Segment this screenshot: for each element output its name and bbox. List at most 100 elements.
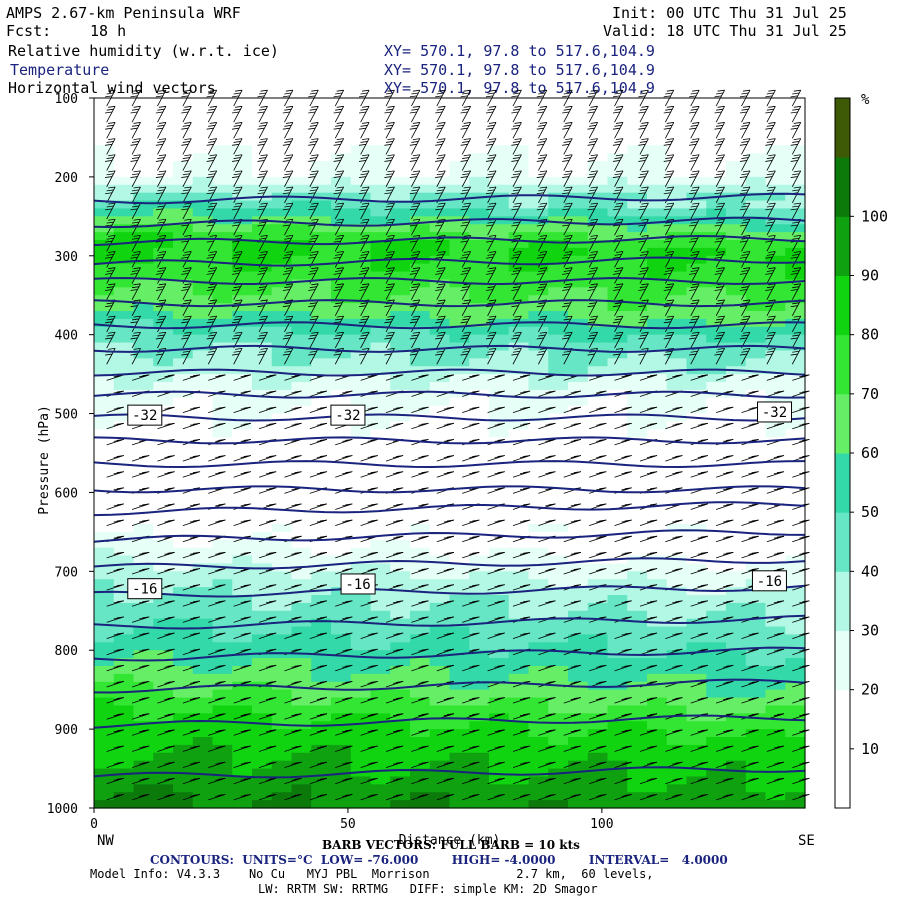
rh-cell	[192, 200, 214, 210]
rh-cell	[706, 421, 727, 430]
rh-cell	[745, 658, 767, 667]
wind-barb	[360, 551, 378, 559]
wind-barb	[157, 471, 175, 478]
rh-cell	[311, 626, 332, 636]
rh-cell	[449, 311, 470, 320]
wind-barb	[106, 616, 124, 623]
rh-cell	[726, 184, 747, 194]
rh-cell	[311, 247, 332, 257]
rh-cell	[271, 713, 293, 722]
wind-barb	[411, 648, 429, 656]
rh-cell	[627, 176, 648, 186]
rh-cell	[469, 287, 490, 296]
rh-cell	[370, 784, 391, 793]
rh-cell	[489, 358, 510, 367]
rh-cell	[232, 200, 253, 210]
rh-cell	[686, 303, 707, 312]
rh-cell	[271, 768, 293, 778]
wind-barb	[690, 793, 708, 801]
wind-barb	[462, 729, 480, 736]
rh-cell	[113, 539, 135, 549]
rh-cell	[706, 618, 727, 628]
rh-cell	[726, 737, 747, 746]
rh-cell	[390, 658, 411, 667]
rh-cell	[607, 263, 628, 273]
rh-cell	[291, 287, 312, 296]
rh-cell	[568, 460, 589, 470]
wind-barb	[589, 568, 607, 575]
wind-barb	[512, 390, 531, 397]
rh-cell	[706, 374, 727, 383]
wind-barb	[765, 235, 776, 252]
rh-cell	[311, 342, 332, 352]
wind-barb	[131, 600, 150, 607]
wind-barb	[358, 122, 370, 139]
rh-cell	[666, 240, 688, 249]
wind-barb	[409, 315, 421, 333]
rh-cell	[133, 673, 154, 683]
rh-cell	[410, 279, 431, 288]
rh-cell	[133, 224, 154, 233]
rh-cell	[785, 445, 806, 454]
wind-barb	[358, 138, 370, 155]
rh-cell	[94, 547, 115, 557]
rh-cell	[232, 121, 253, 131]
wind-barb	[282, 105, 294, 123]
rh-cell	[94, 634, 115, 643]
rh-cell	[291, 429, 312, 438]
wind-barb	[462, 697, 480, 704]
rh-cell	[350, 224, 372, 233]
rh-cell	[232, 113, 253, 123]
rh-cell	[133, 208, 154, 217]
rh-cell	[607, 326, 628, 336]
rh-cell	[686, 287, 707, 296]
wind-barb	[716, 600, 734, 607]
rh-cell	[548, 563, 569, 572]
rh-cell	[232, 295, 253, 304]
rh-cell	[686, 563, 707, 572]
wind-barb	[233, 697, 251, 704]
rh-cell	[528, 713, 549, 722]
rh-cell	[291, 508, 312, 517]
rh-cell	[133, 650, 154, 659]
rh-cell	[785, 453, 806, 462]
rh-cell	[133, 374, 154, 383]
rh-cell	[350, 137, 372, 146]
rh-cell	[666, 287, 688, 296]
rh-cell	[331, 666, 352, 675]
rh-cell	[291, 421, 312, 430]
rh-cell	[212, 642, 233, 651]
rh-cell	[350, 531, 372, 541]
rh-cell	[212, 374, 233, 383]
wind-barb	[538, 438, 556, 446]
rh-cell	[489, 98, 510, 107]
rh-cell	[390, 208, 411, 217]
rh-cell	[390, 358, 411, 367]
rh-cell	[666, 311, 688, 320]
rh-cell	[153, 792, 174, 801]
rh-cell	[568, 658, 589, 667]
rh-cell	[508, 476, 530, 486]
wind-barb	[612, 170, 624, 187]
wind-barb	[741, 551, 759, 559]
rh-cell	[666, 105, 688, 115]
rh-cell	[192, 610, 214, 620]
rh-cell	[94, 673, 115, 683]
rh-cell	[528, 161, 549, 170]
rh-cell	[252, 389, 273, 399]
rh-cell	[271, 445, 293, 454]
rh-cell	[726, 547, 747, 557]
wind-barb	[284, 632, 302, 639]
se-label: SE	[798, 833, 815, 849]
wind-barb	[436, 455, 455, 462]
rh-cell	[568, 437, 589, 446]
rh-cell	[469, 405, 490, 415]
wind-barb	[614, 568, 632, 575]
wind-barb	[131, 471, 150, 478]
rh-cell	[785, 531, 806, 541]
rh-cell	[666, 342, 688, 352]
rh-cell	[508, 271, 530, 281]
wind-barb	[665, 471, 683, 478]
rh-cell	[686, 192, 707, 202]
wind-barb	[665, 777, 683, 785]
